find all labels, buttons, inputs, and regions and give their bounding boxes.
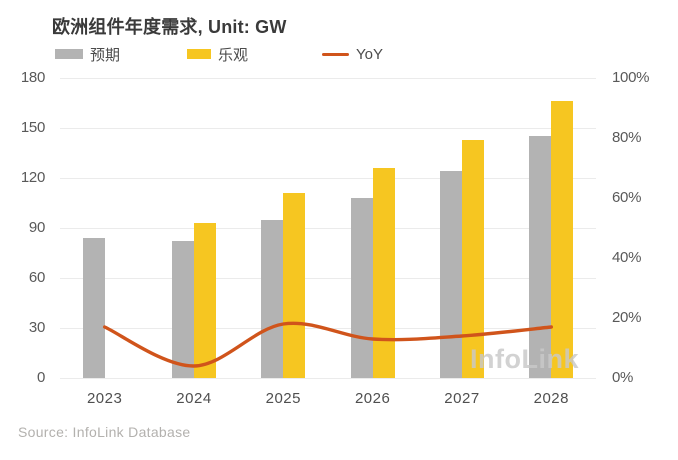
y-right-tick-40: 40% (612, 249, 642, 266)
y-left-tick-60: 60 (28, 269, 45, 286)
source-note: Source: InfoLink Database (18, 424, 191, 440)
optimistic-bar-swatch (187, 49, 211, 59)
y-left-tick-150: 150 (20, 119, 45, 136)
gridline-180 (60, 78, 596, 79)
bar-optimistic-2026 (372, 168, 395, 378)
yoy-line-path (102, 321, 553, 368)
y-right-tick-20: 20% (612, 309, 642, 326)
legend-label-expected: 预期 (90, 46, 121, 64)
x-tick-2028: 2028 (533, 390, 569, 407)
legend-label-optimistic: 乐观 (218, 46, 249, 64)
legend-item-expected: 预期 (55, 46, 121, 64)
y-right-tick-0: 0% (612, 369, 634, 386)
y-right-tick-80: 80% (612, 129, 642, 146)
x-tick-2023: 2023 (86, 390, 123, 407)
y-right-tick-60: 60% (612, 189, 642, 206)
gridline-90 (60, 228, 596, 229)
legend-item-optimistic: 乐观 (187, 46, 249, 64)
y-left-tick-30: 30 (28, 319, 45, 336)
x-tick-2024: 2024 (176, 390, 212, 407)
bar-optimistic-2025 (283, 193, 306, 378)
x-tick-2026: 2026 (354, 390, 391, 407)
bar-optimistic-2024 (194, 223, 216, 378)
bar-expected-2026 (350, 198, 373, 378)
yoy-line-swatch (322, 52, 349, 56)
bar-expected-2023 (82, 238, 105, 378)
bar-expected-2028 (529, 136, 552, 378)
plot-area (60, 78, 596, 379)
legend-label-yoy: YoY (356, 45, 383, 63)
infolink-watermark: InfoLink (470, 344, 579, 374)
y-left-tick-0: 0 (36, 369, 45, 386)
gridline-0 (60, 378, 596, 379)
bar-expected-2027 (440, 171, 462, 378)
y-left-tick-180: 180 (20, 69, 45, 86)
gridline-60 (60, 278, 596, 279)
y-left-tick-90: 90 (28, 219, 45, 236)
chart-title: 欧洲组件年度需求, Unit: GW (52, 17, 287, 37)
y-right-tick-100: 100% (612, 69, 650, 86)
y-left-tick-120: 120 (20, 169, 45, 186)
x-tick-2027: 2027 (444, 390, 480, 407)
legend-item-yoy: YoY (322, 45, 383, 63)
bar-optimistic-2027 (462, 139, 484, 378)
bar-expected-2025 (261, 219, 284, 378)
bar-expected-2024 (172, 241, 194, 378)
gridline-120 (60, 178, 596, 179)
x-tick-2025: 2025 (265, 390, 301, 407)
gridline-150 (60, 128, 596, 129)
yoy-line-chart (102, 321, 553, 368)
bar-optimistic-2028 (551, 101, 574, 378)
expected-bar-swatch (55, 49, 83, 59)
